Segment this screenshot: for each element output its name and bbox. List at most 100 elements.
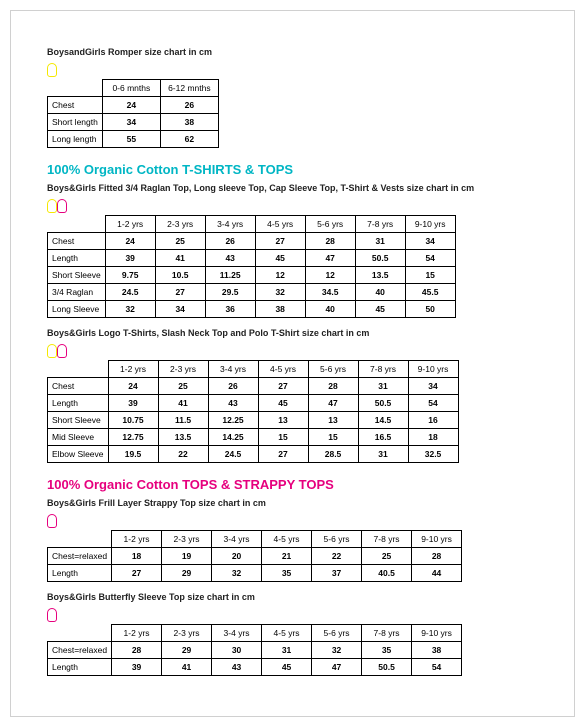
table-corner	[48, 531, 112, 548]
table-row: Chest24252627283134	[48, 378, 459, 395]
cell-value: 15	[405, 267, 455, 284]
cell-value: 50.5	[362, 659, 412, 676]
cell-value: 27	[258, 446, 308, 463]
baby-icon-magenta	[47, 514, 57, 528]
table-row: Chest2426	[48, 97, 219, 114]
col-header: 4-5 yrs	[262, 531, 312, 548]
cell-value: 35	[362, 642, 412, 659]
cell-value: 47	[305, 250, 355, 267]
cell-value: 18	[112, 548, 162, 565]
row-label: Chest	[48, 378, 109, 395]
cell-value: 28.5	[308, 446, 358, 463]
cell-value: 25	[158, 378, 208, 395]
row-label: Length	[48, 565, 112, 582]
cell-value: 29	[162, 565, 212, 582]
cell-value: 31	[355, 233, 405, 250]
table-row: Length394143454750.554	[48, 250, 456, 267]
table-row: Length394143454750.554	[48, 659, 462, 676]
cell-value: 24.5	[208, 446, 258, 463]
cell-value: 27	[255, 233, 305, 250]
table-row: Short Sleeve10.7511.512.25131314.516	[48, 412, 459, 429]
cell-value: 32	[312, 642, 362, 659]
cell-value: 24	[108, 378, 158, 395]
col-header: 7-8 yrs	[362, 531, 412, 548]
table-corner	[48, 216, 106, 233]
cell-value: 45	[262, 659, 312, 676]
cell-value: 24	[105, 233, 155, 250]
table-row: 3/4 Raglan24.52729.53234.54045.5	[48, 284, 456, 301]
icon-romper	[47, 63, 57, 77]
cell-value: 12.25	[208, 412, 258, 429]
col-header: 4-5 yrs	[262, 625, 312, 642]
cell-value: 27	[155, 284, 205, 301]
strappy2-title: Boys&Girls Butterfly Sleeve Top size cha…	[47, 592, 538, 602]
col-header: 2-3 yrs	[158, 361, 208, 378]
tshirts1-table: 1-2 yrs2-3 yrs3-4 yrs4-5 yrs5-6 yrs7-8 y…	[47, 215, 456, 318]
cell-value: 39	[105, 250, 155, 267]
cell-value: 10.75	[108, 412, 158, 429]
cell-value: 45.5	[405, 284, 455, 301]
row-label: Long length	[48, 131, 103, 148]
cell-value: 43	[205, 250, 255, 267]
cell-value: 54	[405, 250, 455, 267]
page-container: BoysandGirls Romper size chart in cm 0-6…	[10, 10, 575, 717]
cell-value: 12	[255, 267, 305, 284]
cell-value: 24.5	[105, 284, 155, 301]
cell-value: 55	[102, 131, 160, 148]
icon-tshirts2	[47, 344, 67, 358]
cell-value: 10.5	[155, 267, 205, 284]
romper-table: 0-6 mnths6-12 mnthsChest2426Short length…	[47, 79, 219, 148]
cell-value: 43	[208, 395, 258, 412]
cell-value: 32	[105, 301, 155, 318]
col-header: 9-10 yrs	[412, 531, 462, 548]
table-row: Long Sleeve32343638404550	[48, 301, 456, 318]
col-header: 4-5 yrs	[258, 361, 308, 378]
col-header: 3-4 yrs	[205, 216, 255, 233]
heading-strappy: 100% Organic Cotton TOPS & STRAPPY TOPS	[47, 477, 538, 492]
baby-icon-magenta	[57, 344, 67, 358]
cell-value: 24	[102, 97, 160, 114]
cell-value: 41	[155, 250, 205, 267]
cell-value: 35	[262, 565, 312, 582]
icon-strappy1	[47, 514, 57, 528]
row-label: Chest	[48, 233, 106, 250]
table-row: Elbow Sleeve19.52224.52728.53132.5	[48, 446, 459, 463]
cell-value: 40.5	[362, 565, 412, 582]
table-row: Chest=relaxed28293031323538	[48, 642, 462, 659]
table-row: Long length5562	[48, 131, 219, 148]
col-header: 7-8 yrs	[362, 625, 412, 642]
cell-value: 40	[355, 284, 405, 301]
cell-value: 54	[412, 659, 462, 676]
col-header: 5-6 yrs	[312, 625, 362, 642]
row-label: Length	[48, 395, 109, 412]
col-header: 1-2 yrs	[105, 216, 155, 233]
row-label: Length	[48, 659, 112, 676]
cell-value: 29.5	[205, 284, 255, 301]
cell-value: 21	[262, 548, 312, 565]
cell-value: 47	[308, 395, 358, 412]
cell-value: 54	[408, 395, 458, 412]
col-header: 1-2 yrs	[108, 361, 158, 378]
cell-value: 38	[255, 301, 305, 318]
table-row: Short length3438	[48, 114, 219, 131]
cell-value: 50	[405, 301, 455, 318]
baby-icon-magenta	[47, 608, 57, 622]
row-label: Chest=relaxed	[48, 642, 112, 659]
cell-value: 34	[408, 378, 458, 395]
baby-icon-yellow	[47, 63, 57, 77]
col-header: 7-8 yrs	[355, 216, 405, 233]
cell-value: 20	[212, 548, 262, 565]
heading-tshirts: 100% Organic Cotton T-SHIRTS & TOPS	[47, 162, 538, 177]
cell-value: 50.5	[358, 395, 408, 412]
cell-value: 62	[160, 131, 218, 148]
cell-value: 14.5	[358, 412, 408, 429]
row-label: 3/4 Raglan	[48, 284, 106, 301]
cell-value: 11.5	[158, 412, 208, 429]
col-header: 9-10 yrs	[408, 361, 458, 378]
cell-value: 22	[158, 446, 208, 463]
table-row: Length272932353740.544	[48, 565, 462, 582]
table-row: Length394143454750.554	[48, 395, 459, 412]
col-header: 2-3 yrs	[162, 531, 212, 548]
cell-value: 47	[312, 659, 362, 676]
row-label: Mid Sleeve	[48, 429, 109, 446]
